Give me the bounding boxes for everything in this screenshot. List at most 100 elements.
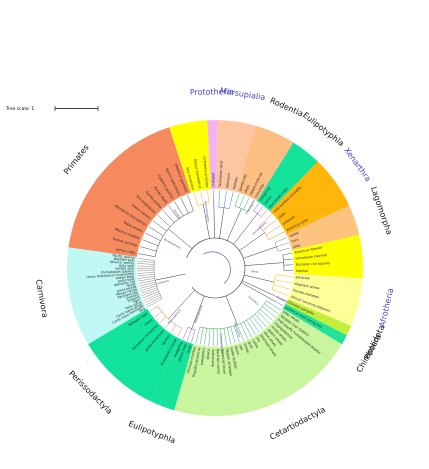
leaf-branch [220, 328, 223, 346]
leaf-label: brown bear [116, 274, 136, 280]
leaf-branch [229, 192, 234, 209]
clade-label-eulipotyphla-1: Eulipotyphla [301, 110, 346, 148]
clade-label-perissodactyla: Perissodactyla [67, 369, 114, 416]
leaf-branch [262, 219, 277, 231]
leaf-branch [142, 291, 159, 299]
leaf-branch [147, 298, 163, 308]
leaf-branch [261, 209, 268, 217]
leaf-branch [141, 289, 159, 296]
leaf-branch [273, 295, 286, 302]
clade-connector [282, 254, 285, 271]
clade-stem [225, 295, 238, 325]
leaf-branch [246, 320, 256, 335]
clade-label-chiroptera: Chiroptera [355, 333, 383, 374]
leaf-branch [199, 327, 204, 345]
leaf-branch [137, 260, 155, 263]
leaf-label: Ochotona princeps [202, 156, 209, 188]
leaf-branch [177, 328, 183, 337]
internal-node-label: Euarchontoglires [204, 201, 211, 224]
leaf-branch [268, 231, 285, 240]
leaf-label: squirrel [296, 269, 309, 273]
leaf-label: Eurasian red squirrel [296, 261, 330, 266]
leaf-branch [138, 253, 156, 257]
clade-sector-rodentia [236, 125, 294, 202]
leaf-label: American beaver [294, 245, 323, 254]
leaf-branch [253, 203, 259, 211]
leaf-branch [200, 191, 204, 205]
leaf-branch [208, 328, 211, 346]
leaf-branch [272, 289, 289, 296]
leaf-label: Bactrian camel [216, 349, 221, 374]
clade-stem [202, 204, 210, 239]
leaf-branch [168, 205, 179, 220]
leaf-branch [186, 328, 192, 341]
internal-node-label: Laurasiatheria [251, 220, 268, 236]
leaf-branch [274, 279, 292, 284]
leaf-label: bison [234, 346, 240, 356]
clade-stem [155, 273, 186, 281]
leaf-branch [259, 214, 272, 227]
clade-stem [242, 280, 275, 296]
leaf-label: alpaca [206, 349, 211, 360]
leaf-label: rabbit [289, 230, 300, 238]
leaf-branch [154, 311, 162, 318]
clade-stem [239, 232, 265, 251]
leaf-label: yak [238, 344, 244, 351]
leaf-label: Mus musculus [185, 167, 195, 191]
internal-node-label: Eulipotyphla [244, 199, 256, 215]
leaf-branch [162, 209, 175, 223]
leaf-label: pig [255, 336, 261, 342]
clade-stem [244, 262, 284, 266]
leaf-label: tiger [132, 297, 141, 304]
leaf-branch [138, 277, 155, 282]
leaf-label: mole [186, 345, 192, 354]
clade-stem [219, 207, 225, 239]
clade-sector-xenarthra [269, 161, 350, 235]
clade-label-xenarthra: Xenarthra [342, 146, 373, 183]
leaf-branch [138, 279, 156, 284]
leaf-label: Florida manatee [292, 288, 319, 299]
leaf-branch [139, 246, 157, 252]
leaf-label: shrew [263, 195, 272, 205]
internal-node-label: Primates [172, 208, 182, 220]
leaf-label: guinea pig [238, 174, 247, 192]
leaf-branch [227, 327, 232, 345]
leaf-label: ferret [126, 282, 136, 288]
leaf-label: platypus [211, 173, 215, 188]
clade-sector-lagomorpha [286, 205, 360, 251]
clade-label-afrotheria: Afrotheria [378, 287, 396, 328]
leaf-label: opossum [225, 173, 231, 188]
leaf-branch [252, 316, 263, 330]
clade-sectors [66, 120, 363, 416]
leaf-branch [145, 294, 161, 303]
leaf-branch [142, 239, 159, 247]
internal-node-label: Pholidota [276, 295, 289, 304]
clade-stem [244, 274, 275, 283]
clade-connector [235, 205, 248, 212]
leaf-branch [187, 194, 194, 212]
leaf-label: horse [144, 318, 154, 327]
leaf-branch [141, 287, 158, 294]
leaf-branch [193, 192, 198, 206]
leaf-label: chinchilla [254, 183, 265, 198]
leaf-branch [230, 326, 236, 344]
leaf-branch [137, 258, 155, 261]
leaf-branch [137, 272, 155, 274]
leaf-label: wallaby [232, 176, 239, 189]
leaf-label: Weddell seal [113, 257, 134, 263]
leaf-label: pika [293, 243, 301, 249]
leaf-branch [139, 283, 157, 289]
leaf-label: cattle [251, 339, 259, 349]
leaf-branch [223, 190, 227, 208]
leaf-label: Tarsius syrichta [111, 236, 138, 247]
clade-connector [197, 203, 209, 206]
clade-sector-eulipotyphla-1 [256, 142, 318, 212]
clade-stem [243, 246, 277, 259]
leaf-branch [276, 242, 289, 248]
leaf-branch [164, 320, 172, 329]
leaf-label: Lemur catta [115, 247, 135, 255]
leaf-branch [139, 281, 156, 287]
leaf-branch [266, 225, 281, 236]
clade-sector-chiroptera [282, 303, 347, 345]
clade-label-lagomorpha: Lagomorpha [369, 185, 394, 236]
